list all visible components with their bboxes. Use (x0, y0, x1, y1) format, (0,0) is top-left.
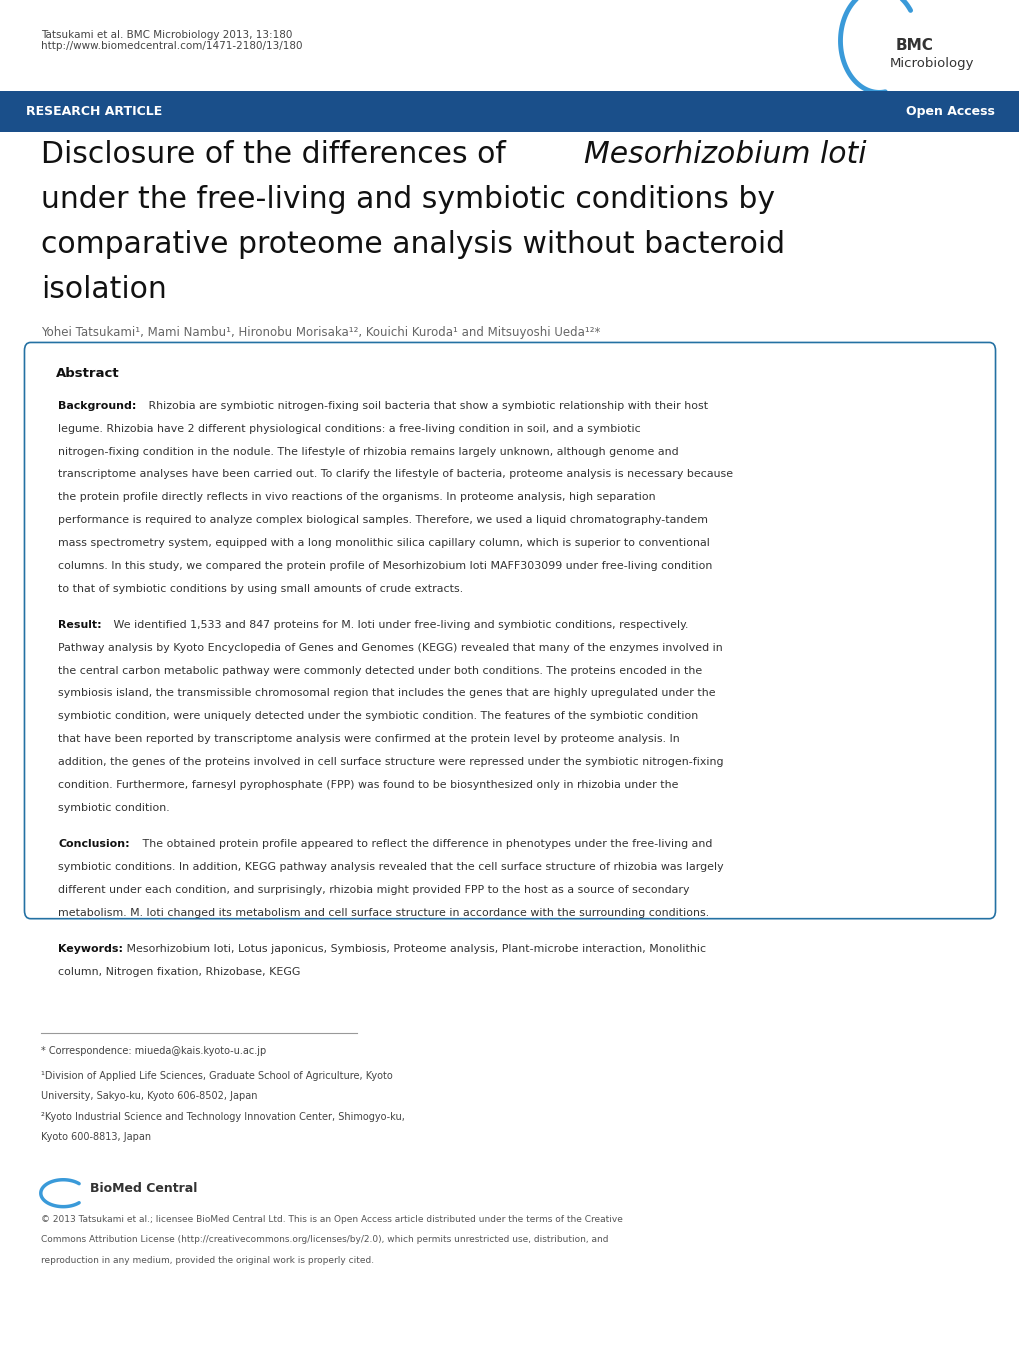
Text: mass spectrometry system, equipped with a long monolithic silica capillary colum: mass spectrometry system, equipped with … (58, 538, 709, 548)
Text: Kyoto 600-8813, Japan: Kyoto 600-8813, Japan (41, 1132, 151, 1142)
Text: metabolism. M. loti changed its metabolism and cell surface structure in accorda: metabolism. M. loti changed its metaboli… (58, 908, 708, 917)
Text: addition, the genes of the proteins involved in cell surface structure were repr: addition, the genes of the proteins invo… (58, 757, 722, 766)
FancyBboxPatch shape (24, 342, 995, 919)
Text: Open Access: Open Access (905, 105, 994, 118)
Text: Disclosure of the differences of: Disclosure of the differences of (41, 140, 515, 169)
Text: RESEARCH ARTICLE: RESEARCH ARTICLE (25, 105, 162, 118)
Text: ¹Division of Applied Life Sciences, Graduate School of Agriculture, Kyoto: ¹Division of Applied Life Sciences, Grad… (41, 1071, 392, 1080)
Text: reproduction in any medium, provided the original work is properly cited.: reproduction in any medium, provided the… (41, 1256, 374, 1265)
Text: Rhizobia are symbiotic nitrogen-fixing soil bacteria that show a symbiotic relat: Rhizobia are symbiotic nitrogen-fixing s… (145, 401, 707, 410)
Text: performance is required to analyze complex biological samples. Therefore, we use: performance is required to analyze compl… (58, 515, 707, 525)
Text: * Correspondence: miueda@kais.kyoto-u.ac.jp: * Correspondence: miueda@kais.kyoto-u.ac… (41, 1046, 266, 1056)
Text: the central carbon metabolic pathway were commonly detected under both condition: the central carbon metabolic pathway wer… (58, 666, 702, 675)
Text: Keywords:: Keywords: (58, 945, 123, 954)
Text: Commons Attribution License (http://creativecommons.org/licenses/by/2.0), which : Commons Attribution License (http://crea… (41, 1235, 607, 1245)
Text: http://www.biomedcentral.com/1471-2180/13/180: http://www.biomedcentral.com/1471-2180/1… (41, 41, 302, 50)
Text: transcriptome analyses have been carried out. To clarify the lifestyle of bacter: transcriptome analyses have been carried… (58, 469, 733, 480)
Text: © 2013 Tatsukami et al.; licensee BioMed Central Ltd. This is an Open Access art: © 2013 Tatsukami et al.; licensee BioMed… (41, 1215, 622, 1224)
Text: We identified 1,533 and 847 proteins for M. loti under free-living and symbiotic: We identified 1,533 and 847 proteins for… (110, 620, 688, 631)
Text: Microbiology: Microbiology (889, 57, 973, 71)
Text: to that of symbiotic conditions by using small amounts of crude extracts.: to that of symbiotic conditions by using… (58, 583, 463, 594)
Text: nitrogen-fixing condition in the nodule. The lifestyle of rhizobia remains large: nitrogen-fixing condition in the nodule.… (58, 447, 678, 457)
FancyBboxPatch shape (0, 91, 1019, 132)
Text: under the free-living and symbiotic conditions by: under the free-living and symbiotic cond… (41, 185, 774, 213)
Text: The obtained protein profile appeared to reflect the difference in phenotypes un: The obtained protein profile appeared to… (139, 839, 711, 849)
Text: Mesorhizobium loti, Lotus japonicus, Symbiosis, Proteome analysis, Plant-microbe: Mesorhizobium loti, Lotus japonicus, Sym… (123, 945, 706, 954)
Text: column, Nitrogen fixation, Rhizobase, KEGG: column, Nitrogen fixation, Rhizobase, KE… (58, 966, 301, 977)
Text: Yohei Tatsukami¹, Mami Nambu¹, Hironobu Morisaka¹², Kouichi Kuroda¹ and Mitsuyos: Yohei Tatsukami¹, Mami Nambu¹, Hironobu … (41, 326, 599, 340)
Text: symbiotic condition.: symbiotic condition. (58, 803, 169, 813)
Text: different under each condition, and surprisingly, rhizobia might provided FPP to: different under each condition, and surp… (58, 885, 689, 894)
Text: columns. In this study, we compared the protein profile of Mesorhizobium loti MA: columns. In this study, we compared the … (58, 561, 712, 571)
Text: BMC: BMC (895, 38, 932, 53)
Text: symbiotic conditions. In addition, KEGG pathway analysis revealed that the cell : symbiotic conditions. In addition, KEGG … (58, 862, 723, 872)
Text: Background:: Background: (58, 401, 137, 410)
Text: symbiosis island, the transmissible chromosomal region that includes the genes t: symbiosis island, the transmissible chro… (58, 689, 715, 699)
Text: BioMed Central: BioMed Central (90, 1182, 197, 1196)
Text: that have been reported by transcriptome analysis were confirmed at the protein : that have been reported by transcriptome… (58, 734, 680, 745)
Text: Pathway analysis by Kyoto Encyclopedia of Genes and Genomes (KEGG) revealed that: Pathway analysis by Kyoto Encyclopedia o… (58, 643, 722, 652)
Text: the protein profile directly reflects in vivo reactions of the organisms. In pro: the protein profile directly reflects in… (58, 492, 655, 503)
Text: Conclusion:: Conclusion: (58, 839, 129, 849)
Text: ²Kyoto Industrial Science and Technology Innovation Center, Shimogyo-ku,: ²Kyoto Industrial Science and Technology… (41, 1112, 405, 1121)
Text: legume. Rhizobia have 2 different physiological conditions: a free-living condit: legume. Rhizobia have 2 different physio… (58, 424, 640, 434)
Text: Abstract: Abstract (56, 367, 119, 381)
Text: University, Sakyo-ku, Kyoto 606-8502, Japan: University, Sakyo-ku, Kyoto 606-8502, Ja… (41, 1091, 257, 1101)
Text: comparative proteome analysis without bacteroid: comparative proteome analysis without ba… (41, 230, 785, 258)
Text: symbiotic condition, were uniquely detected under the symbiotic condition. The f: symbiotic condition, were uniquely detec… (58, 711, 698, 722)
Text: isolation: isolation (41, 275, 166, 303)
Text: Tatsukami et al. BMC Microbiology 2013, 13:180: Tatsukami et al. BMC Microbiology 2013, … (41, 30, 291, 39)
Text: condition. Furthermore, farnesyl pyrophosphate (FPP) was found to be biosynthesi: condition. Furthermore, farnesyl pyropho… (58, 780, 678, 790)
Text: Result:: Result: (58, 620, 102, 631)
Text: Mesorhizobium loti: Mesorhizobium loti (584, 140, 866, 169)
